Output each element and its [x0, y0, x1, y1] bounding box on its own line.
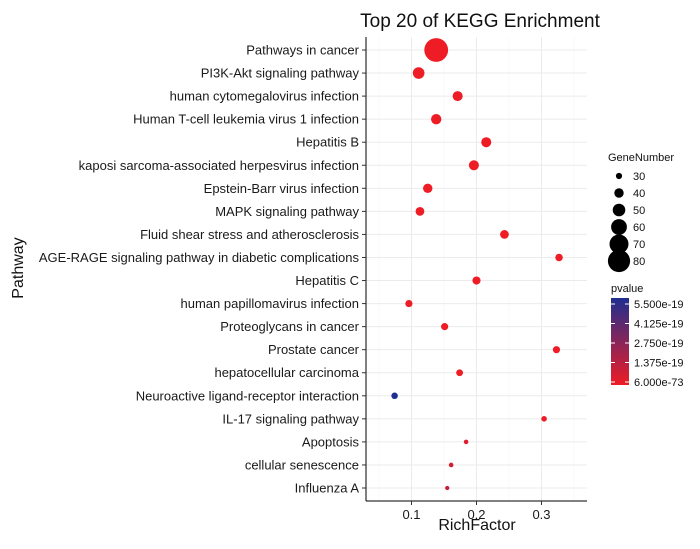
y-axis-tick-labels: Pathways in cancer PI3K-Akt signaling pat… [39, 43, 360, 496]
x-axis-tick-labels: 0.1 0.2 0.3 [402, 507, 550, 522]
legend-color-label: 2.750e-19 [634, 338, 684, 350]
legend-color-title: pvalue [611, 283, 643, 295]
x-axis-title: RichFactor [438, 517, 516, 534]
x-tick-label: 0.3 [532, 507, 550, 522]
axes [362, 37, 587, 505]
y-tick-label: Prostate cancer [268, 342, 360, 357]
y-tick-label: AGE-RAGE signaling pathway in diabetic c… [39, 250, 360, 265]
data-point [412, 67, 425, 79]
y-tick-label: Epstein-Barr virus infection [204, 181, 359, 196]
y-tick-label: hepatocellular carcinoma [214, 365, 359, 380]
pvalue-colorbar [611, 298, 629, 385]
y-tick-label: Hepatitis C [295, 273, 359, 288]
y-tick-label: Proteoglycans in cancer [220, 319, 359, 334]
y-tick-label: Human T-cell leukemia virus 1 infection [133, 112, 359, 127]
y-tick-label: cellular senescence [245, 457, 359, 472]
data-point [552, 346, 561, 354]
legend-gene-number: GeneNumber 30 40 50 60 70 80 [607, 152, 674, 273]
legend-size-key [615, 172, 623, 180]
y-tick-label: MAPK signaling pathway [215, 204, 359, 219]
data-point [441, 323, 449, 331]
legend-size-key [609, 234, 629, 254]
y-tick-label: PI3K-Akt signaling pathway [201, 66, 360, 81]
data-point [424, 38, 449, 62]
legend-pvalue: pvalue 5.500e-19 4.125e-19 2.750e-19 1.375e… [611, 283, 684, 389]
data-point [448, 462, 454, 468]
y-axis-title: Pathway [10, 237, 27, 298]
y-tick-label: kaposi sarcoma-associated herpesvirus in… [79, 158, 359, 173]
legend-size-key [614, 188, 624, 198]
legend-size-label: 60 [633, 222, 645, 234]
legend-size-key [611, 219, 627, 235]
data-point [472, 276, 481, 285]
legend-size-key [607, 249, 631, 273]
data-point [423, 183, 433, 194]
y-tick-label: Influenza A [295, 481, 360, 496]
chart-title: Top 20 of KEGG Enrichment [360, 11, 600, 32]
legend-color-label: 4.125e-19 [634, 319, 684, 331]
data-point [445, 485, 450, 491]
y-tick-label: human papillomavirus infection [181, 296, 359, 311]
legend-color-label: 6.000e-73 [634, 377, 684, 389]
data-point [468, 160, 479, 171]
data-point [481, 137, 492, 148]
y-tick-label: Pathways in cancer [246, 43, 359, 58]
legend-size-label: 40 [633, 188, 645, 200]
legend-size-label: 30 [633, 171, 645, 183]
data-points [391, 38, 563, 491]
y-tick-label: Neuroactive ligand-receptor interaction [136, 388, 359, 403]
data-point [391, 392, 398, 400]
grid [366, 37, 587, 501]
data-point [431, 113, 442, 125]
legend-size-key [612, 203, 626, 217]
legend-size-title: GeneNumber [608, 152, 674, 164]
y-tick-label: IL-17 signaling pathway [222, 411, 359, 426]
legend-size-label: 50 [633, 205, 645, 217]
data-point [456, 369, 464, 377]
legend-color-label: 5.500e-19 [634, 299, 684, 311]
data-point [541, 416, 547, 422]
legend-color-label: 1.375e-19 [634, 358, 684, 370]
y-tick-label: human cytomegalovirus infection [170, 89, 359, 104]
data-point [405, 299, 413, 308]
data-point [500, 230, 509, 239]
x-tick-label: 0.2 [467, 507, 485, 522]
legend-size-label: 70 [633, 239, 645, 251]
data-point [463, 439, 469, 445]
legend-size-label: 80 [633, 256, 645, 268]
y-tick-label: Hepatitis B [296, 135, 359, 150]
data-point [415, 206, 425, 216]
data-point [555, 253, 563, 262]
x-tick-label: 0.1 [402, 507, 420, 522]
y-tick-label: Apoptosis [302, 434, 360, 449]
data-point [452, 91, 463, 102]
y-tick-label: Fluid shear stress and atherosclerosis [140, 227, 359, 242]
